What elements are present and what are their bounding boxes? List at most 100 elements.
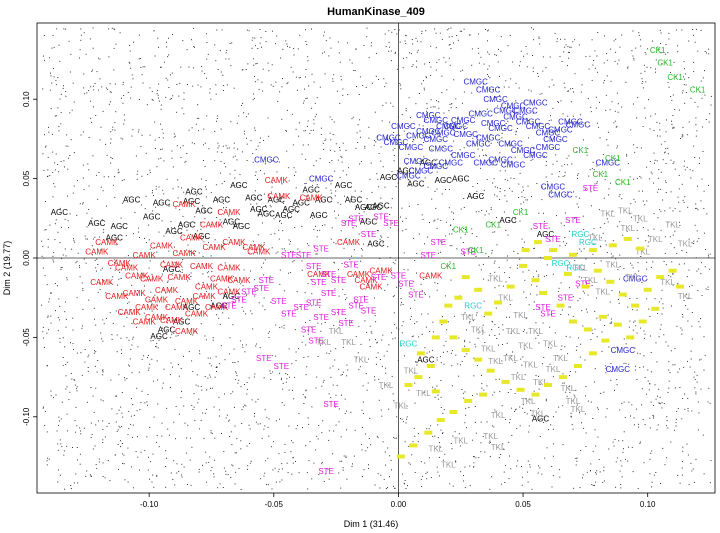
background-point xyxy=(491,252,493,254)
background-point xyxy=(408,153,410,155)
background-point xyxy=(575,196,577,198)
background-point xyxy=(538,388,540,390)
background-point xyxy=(449,245,451,247)
background-point xyxy=(375,357,377,359)
background-point xyxy=(430,106,432,108)
background-point xyxy=(326,352,328,354)
background-point xyxy=(131,322,133,324)
background-point xyxy=(464,487,466,489)
background-point xyxy=(670,441,672,443)
background-point xyxy=(272,160,274,162)
background-point xyxy=(545,400,547,402)
background-point xyxy=(695,117,697,119)
background-point xyxy=(389,46,391,48)
point-marker xyxy=(583,327,592,332)
background-point xyxy=(578,44,580,46)
background-point xyxy=(700,262,702,264)
background-point xyxy=(628,401,630,403)
background-point xyxy=(146,436,148,438)
point-label-ste: STE xyxy=(231,295,247,304)
background-point xyxy=(308,423,310,425)
background-point xyxy=(371,42,372,44)
point-label-camk: CAMK xyxy=(300,194,324,203)
point-label-camk: CAMK xyxy=(133,318,157,327)
background-point xyxy=(695,207,697,209)
background-point xyxy=(342,142,344,144)
background-point xyxy=(418,336,420,338)
background-point xyxy=(501,405,503,407)
background-point xyxy=(675,29,677,31)
background-point xyxy=(123,123,125,125)
background-point xyxy=(196,117,198,119)
background-point xyxy=(667,345,669,347)
background-point xyxy=(440,362,442,364)
background-point xyxy=(98,89,100,91)
background-point xyxy=(233,224,235,226)
background-point xyxy=(102,340,104,342)
background-point xyxy=(587,98,589,100)
background-point xyxy=(215,60,217,62)
background-point xyxy=(120,406,122,408)
background-point xyxy=(47,169,49,171)
background-point xyxy=(442,432,444,434)
background-point xyxy=(685,84,687,86)
background-point xyxy=(377,136,379,138)
background-point xyxy=(332,453,333,455)
background-point xyxy=(330,238,332,240)
background-point xyxy=(288,425,290,427)
background-point xyxy=(213,473,215,475)
background-point xyxy=(572,399,574,401)
background-point xyxy=(583,229,585,230)
background-point xyxy=(505,123,507,124)
background-point xyxy=(459,30,461,32)
x-axis: -0.10 -0.05 0.00 0.05 0.10 xyxy=(140,493,656,509)
background-point xyxy=(228,215,230,217)
background-point xyxy=(408,173,410,174)
background-point xyxy=(334,170,336,172)
background-point xyxy=(61,266,63,268)
background-point xyxy=(172,95,174,97)
background-point xyxy=(138,227,140,229)
background-point xyxy=(623,448,624,450)
background-point xyxy=(541,93,543,95)
background-point xyxy=(55,310,56,312)
background-point xyxy=(647,245,649,247)
background-point xyxy=(257,398,259,400)
background-point xyxy=(555,411,557,413)
background-point xyxy=(519,425,521,427)
background-point xyxy=(252,328,254,330)
background-point xyxy=(65,91,67,93)
background-point xyxy=(602,481,604,483)
background-point xyxy=(684,68,685,70)
background-point xyxy=(544,457,546,459)
background-point xyxy=(127,434,129,436)
background-point xyxy=(285,129,287,131)
point-label-ste: STE xyxy=(308,337,324,346)
background-point xyxy=(391,375,393,377)
background-point xyxy=(681,183,683,185)
background-point xyxy=(518,183,520,185)
background-point xyxy=(670,96,672,97)
background-point xyxy=(338,52,340,54)
point-label-tkl: TKL xyxy=(633,214,648,223)
background-point xyxy=(430,477,432,478)
background-point xyxy=(281,212,282,214)
background-point xyxy=(99,139,101,141)
background-point xyxy=(637,237,639,239)
background-point xyxy=(209,286,211,288)
background-point xyxy=(166,322,168,324)
background-point xyxy=(510,358,512,360)
background-point xyxy=(594,50,596,52)
background-point xyxy=(404,355,405,357)
background-point xyxy=(522,407,524,409)
background-point xyxy=(117,444,119,445)
background-point xyxy=(307,56,309,58)
background-point xyxy=(508,478,510,480)
background-point xyxy=(478,52,480,54)
background-point xyxy=(463,475,464,476)
background-point xyxy=(210,98,212,100)
point-label-ste: STE xyxy=(254,284,270,293)
background-point xyxy=(65,364,67,365)
background-point xyxy=(319,229,321,231)
background-point xyxy=(98,461,100,463)
